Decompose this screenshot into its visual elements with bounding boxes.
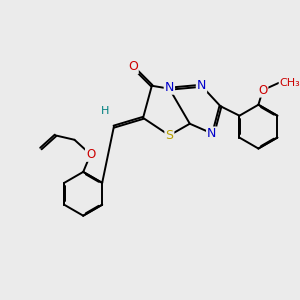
Text: N: N xyxy=(197,79,206,92)
Text: O: O xyxy=(86,148,95,161)
Text: O: O xyxy=(128,60,138,73)
Text: N: N xyxy=(207,128,216,140)
Text: H: H xyxy=(101,106,109,116)
Text: N: N xyxy=(165,81,174,94)
Text: O: O xyxy=(258,84,267,97)
Text: S: S xyxy=(165,129,173,142)
Text: CH₃: CH₃ xyxy=(280,78,300,88)
